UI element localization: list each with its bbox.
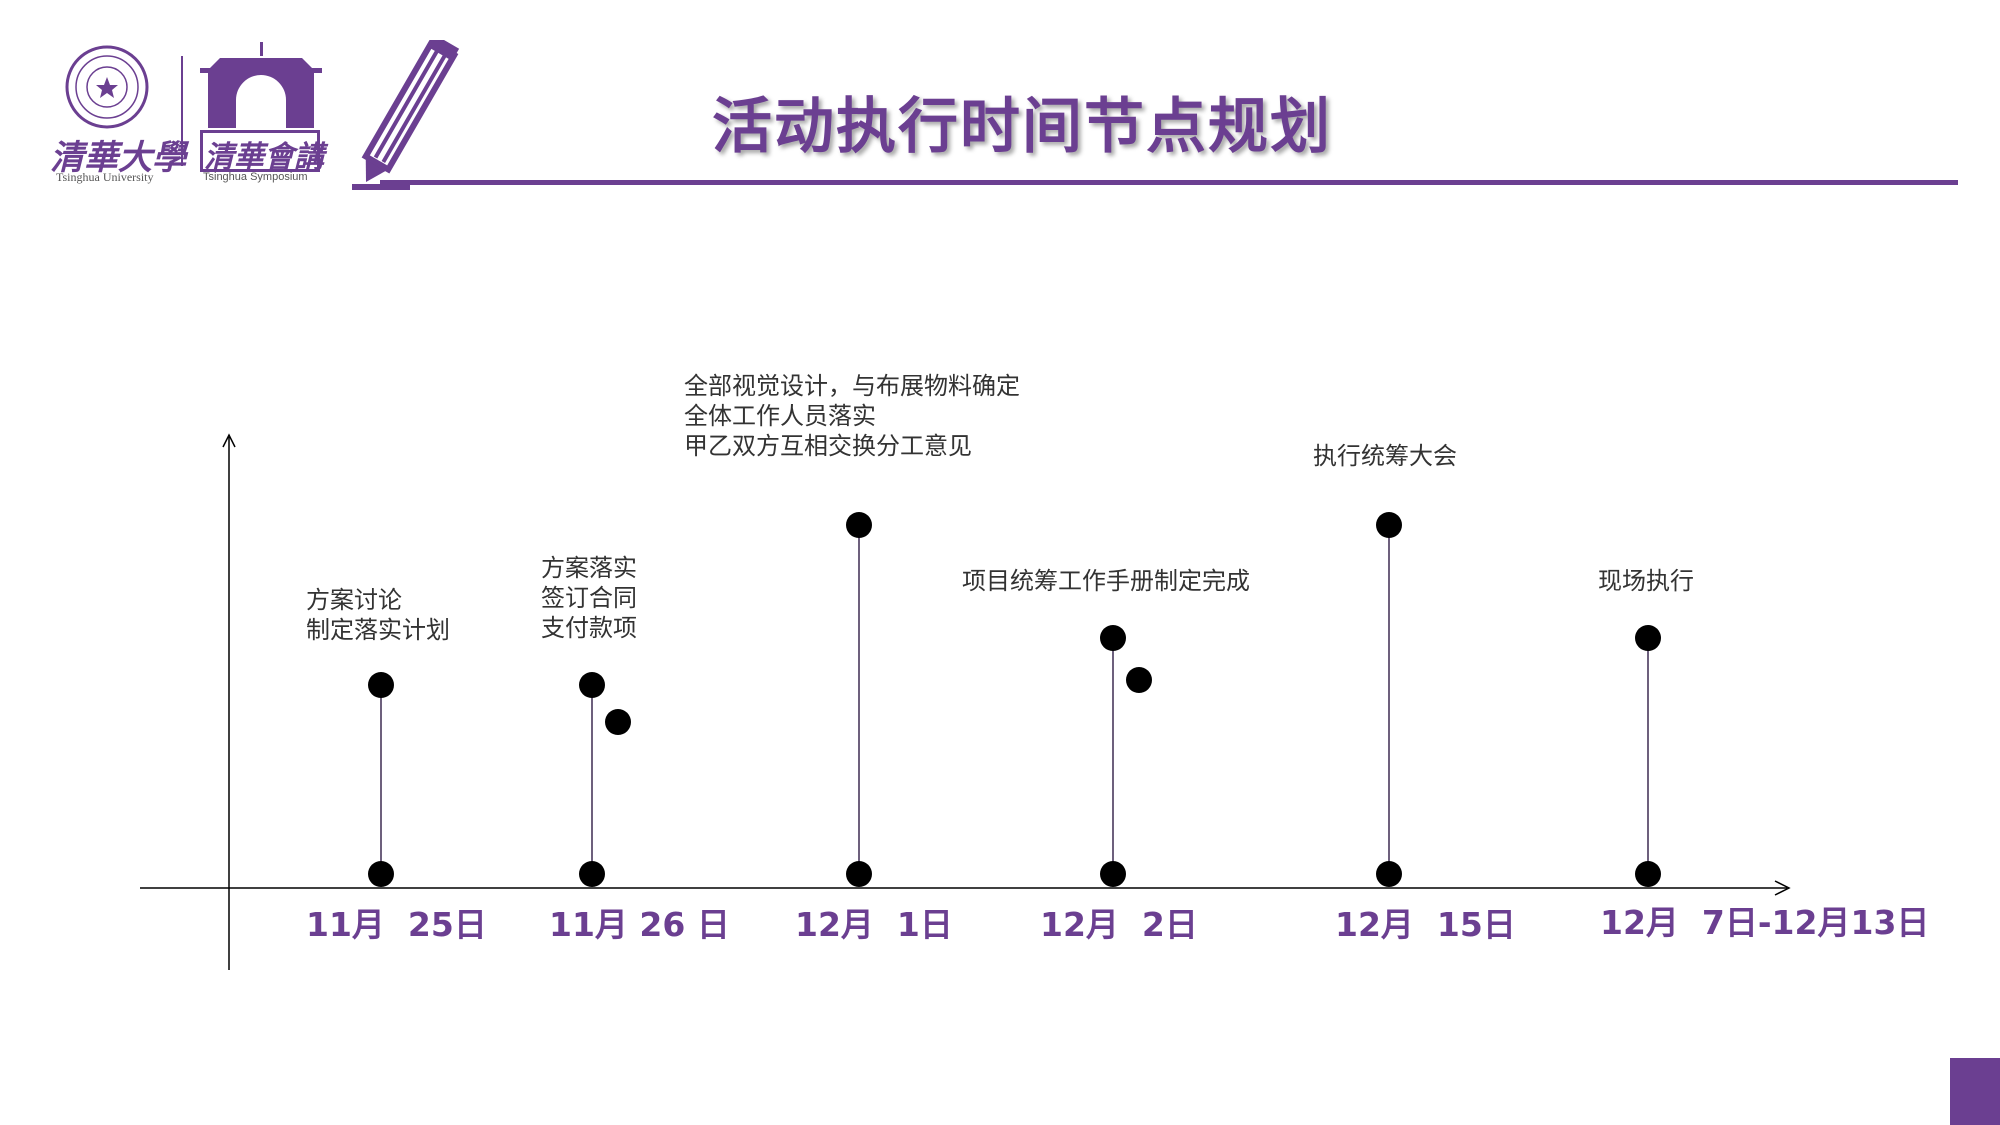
y-axis-arrow-icon — [222, 433, 236, 448]
pencil-base-line — [352, 184, 410, 190]
logo-symposium-zh: 清華會講 — [204, 140, 324, 175]
event-marker-base — [1635, 861, 1661, 887]
header-rule — [380, 180, 1958, 185]
pencil-icon — [361, 40, 460, 182]
event-marker-top — [1635, 625, 1661, 651]
event-marker-top — [1376, 512, 1402, 538]
symposium-plate — [200, 130, 320, 172]
event-marker-base — [579, 861, 605, 887]
event-date: 11月 25日 — [306, 905, 487, 944]
event-marker-top — [368, 672, 394, 698]
event-marker-top — [1100, 625, 1126, 651]
event-marker-extra — [605, 709, 631, 735]
event-notes: 项目统筹工作手册制定完成 — [962, 567, 1250, 595]
event-marker-base — [846, 861, 872, 887]
event-marker-base — [1100, 861, 1126, 887]
event-date: 12月 15日 — [1335, 905, 1516, 944]
event-marker-top — [579, 672, 605, 698]
event-notes: 现场执行 — [1598, 567, 1694, 595]
event-date: 12月 7日-12月13日 — [1600, 903, 1930, 942]
logo-divider — [181, 56, 183, 166]
symposium-gate-icon — [200, 42, 322, 128]
event-marker-top — [846, 512, 872, 538]
x-axis-arrow-icon — [1774, 880, 1791, 896]
event-marker-base — [368, 861, 394, 887]
event-notes: 全部视觉设计，与布展物料确定 全体工作人员落实 甲乙双方互相交换分工意见 — [684, 372, 1020, 460]
event-date: 12月 1日 — [795, 905, 953, 944]
logo-university-zh: 清華大學 — [50, 138, 186, 178]
page-title: 活动执行时间节点规划 — [712, 92, 1332, 162]
event-notes: 方案讨论 制定落实计划 — [306, 586, 450, 644]
corner-accent — [1950, 1058, 2000, 1125]
event-date: 12月 2日 — [1040, 905, 1198, 944]
event-date: 11月 26 日 — [549, 905, 730, 944]
logo-symposium-en: Tsinghua Symposium — [203, 171, 308, 183]
event-notes: 执行统筹大会 — [1313, 442, 1457, 470]
event-notes: 方案落实 签订合同 支付款项 — [541, 554, 637, 642]
event-marker-base — [1376, 861, 1402, 887]
tsinghua-seal-icon — [65, 45, 149, 129]
event-marker-extra — [1126, 667, 1152, 693]
logo-university-en: Tsinghua University — [56, 170, 154, 184]
